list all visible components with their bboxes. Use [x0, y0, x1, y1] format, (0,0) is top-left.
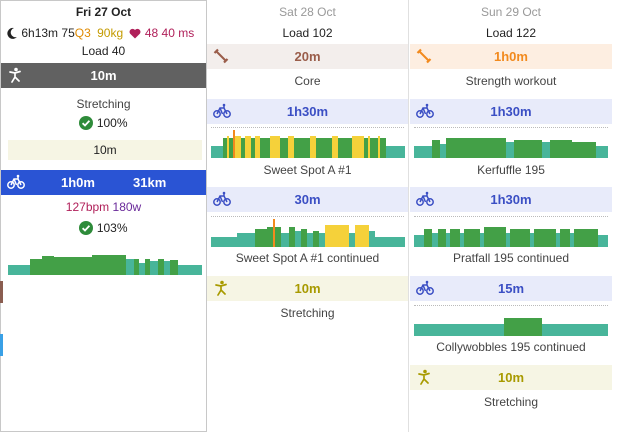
completed-ride-bar[interactable]: 1h0m 31km [1, 170, 206, 195]
compliance: 103% [1, 221, 206, 238]
avg-power: 180w [112, 200, 142, 214]
moon-icon [7, 27, 18, 42]
edge-accent [0, 281, 3, 303]
wellness-row: 6h13m 75Q3 90kg 48 40 ms [7, 26, 194, 42]
activity-duration: 30m [294, 192, 321, 207]
avg-hr: 127bpm [65, 200, 110, 214]
stretch-icon [7, 67, 23, 88]
activity-duration: 10m [294, 281, 321, 296]
activity-name: Collywobbles 195 continued [436, 340, 586, 354]
bike-icon [416, 280, 434, 296]
completed-stretch-bar[interactable]: 10m [1, 63, 206, 88]
dumbbell-icon [213, 48, 229, 64]
workout-chart [414, 310, 608, 336]
day-column-sat: Sat 28 Oct Load 102 20m Core 1h30m [207, 0, 409, 432]
sleep-time: 6h13m [21, 26, 59, 40]
planned-ride-bar[interactable]: 15m [410, 276, 612, 301]
bike-icon [213, 191, 231, 207]
day-column-sun: Sun 29 Oct Load 122 1h0m Strength workou… [410, 0, 612, 432]
activity-name: Core [294, 74, 321, 88]
workout-chart [211, 130, 405, 158]
divider [414, 127, 608, 128]
planned-stretch-bar[interactable]: 10m [410, 365, 612, 390]
bike-icon [416, 191, 434, 207]
activity-name: Sweet Spot A #1 [263, 163, 352, 177]
activity-name: Stretching [483, 395, 539, 409]
sleep-quality: Q3 [74, 26, 91, 40]
completed-duration: 10m [8, 140, 202, 160]
day-date: Fri 27 Oct [75, 5, 132, 19]
activity-name: Kerfuffle 195 [477, 163, 545, 177]
stretch-icon [213, 280, 229, 296]
planned-strength-bar[interactable]: 20m [207, 44, 408, 69]
activity-duration: 1h30m [286, 104, 329, 119]
stretch-icon [416, 369, 432, 385]
planned-ride-bar[interactable]: 1h30m [410, 187, 612, 212]
planned-strength-bar[interactable]: 1h0m [410, 44, 612, 69]
bike-icon [213, 103, 231, 119]
divider [414, 216, 608, 217]
planned-ride-bar[interactable]: 30m [207, 187, 408, 212]
activity-duration: 20m [294, 49, 321, 64]
day-date: Sat 28 Oct [279, 5, 336, 19]
planned-stretch-bar[interactable]: 10m [207, 276, 408, 301]
bike-icon [416, 103, 434, 119]
activity-duration: 10m [90, 68, 117, 83]
bike-icon [7, 174, 25, 195]
activity-name: Sweet Spot A #1 continued [235, 251, 380, 265]
workout-chart [414, 130, 608, 158]
dumbbell-icon [416, 48, 432, 64]
edge-accent [0, 334, 3, 356]
activity-duration: 1h30m [490, 104, 532, 119]
workout-chart [211, 219, 405, 247]
activity-name: Pratfall 195 continued [452, 251, 570, 265]
activity-name: Stretching [280, 306, 335, 320]
compliance: 100% [1, 116, 206, 133]
power-chart [8, 249, 202, 275]
day-load: Load 40 [81, 44, 126, 58]
day-date: Sun 29 Oct [480, 5, 542, 19]
planned-ride-bar[interactable]: 1h30m [207, 99, 408, 124]
hrv: 40 ms [161, 26, 195, 40]
divider [211, 127, 404, 128]
day-column-fri: Fri 27 Oct 6h13m 75Q3 90kg 48 40 ms Load… [0, 0, 207, 432]
activity-duration: 10m [497, 370, 525, 385]
ride-stats: 127bpm 180w [1, 200, 206, 214]
activity-name: Stretching [76, 97, 131, 111]
activity-duration: 1h0m [494, 49, 528, 64]
check-circle-icon [79, 116, 94, 133]
day-load: Load 122 [485, 26, 537, 40]
divider [414, 305, 608, 306]
activity-duration: 15m [497, 281, 525, 296]
activity-duration: 1h0m [61, 175, 95, 190]
workout-chart [414, 219, 608, 247]
divider [211, 216, 404, 217]
day-load: Load 102 [282, 26, 333, 40]
activity-name: Strength workout [465, 74, 557, 88]
weight: 90kg [97, 26, 124, 40]
activity-duration: 1h30m [490, 192, 532, 207]
activity-distance: 31km [133, 175, 167, 190]
heart-icon [129, 28, 141, 42]
planned-ride-bar[interactable]: 1h30m [410, 99, 612, 124]
check-circle-icon [79, 221, 94, 238]
resting-hr: 48 [144, 26, 159, 40]
readiness: 75 [61, 26, 75, 40]
